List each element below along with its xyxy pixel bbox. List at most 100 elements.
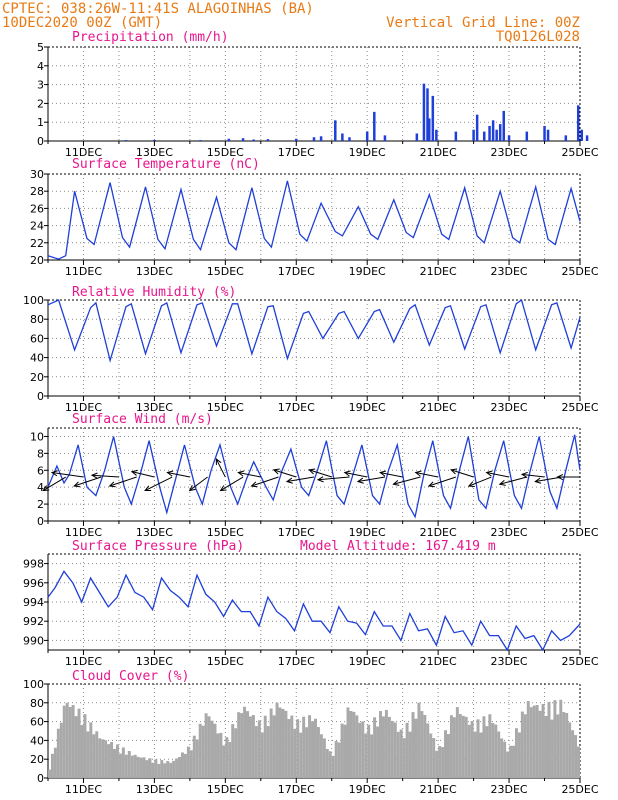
- wind-arrow: [189, 476, 208, 491]
- precip-bar: [373, 111, 376, 141]
- cloud-cover-bar: [396, 731, 400, 778]
- precipitation-y-tick-label: 1: [37, 116, 44, 129]
- panels: 0 1 2 3 4 5 11DEC 13DEC 15DEC 17DEC 19DEC 21DEC 23DE…: [23, 30, 599, 796]
- cloud-cover-x-tick-label: 25DEC: [561, 783, 598, 796]
- wind-arrow: [535, 476, 563, 483]
- precipitation-x-tick-label: 11DEC: [65, 146, 102, 159]
- precip-bar: [365, 131, 369, 141]
- cloud-cover-bar: [408, 731, 412, 778]
- temperature-y-tick-label: 30: [30, 168, 44, 181]
- wind-arrow: [344, 472, 368, 478]
- cloud-cover-bar: [142, 757, 146, 778]
- cloud-cover-bar: [384, 709, 388, 778]
- precipitation-y-tick-label: 5: [37, 41, 44, 54]
- cloud-cover-bar: [219, 732, 223, 778]
- wind-arrow-head: [285, 477, 293, 484]
- humidity-y-tick-label: 60: [30, 332, 44, 345]
- cloud-cover-bar: [160, 760, 164, 778]
- temperature-line: [47, 180, 581, 260]
- cloud-cover-bar: [237, 712, 241, 778]
- precipitation-y-tick-label: 3: [37, 79, 44, 92]
- cloud-cover-bar: [376, 726, 380, 778]
- cloud-cover-bar: [246, 711, 249, 778]
- wind-arrow: [286, 476, 315, 483]
- humidity-x-tick-label: 21DEC: [420, 401, 457, 414]
- cloud-cover-bar: [124, 754, 128, 778]
- cloud-cover-bar: [467, 724, 471, 778]
- cloud-cover-bar: [133, 754, 137, 778]
- cloud-cover-bar: [411, 712, 415, 778]
- cloud-cover-bar: [429, 733, 433, 778]
- wind-arrow-head: [219, 485, 227, 492]
- precip-bar: [334, 120, 337, 141]
- wind-arrow-head: [73, 481, 81, 488]
- precipitation-panel: 0 1 2 3 4 5 11DEC 13DEC 15DEC 17DEC 19DEC 21DEC 23DE…: [37, 30, 599, 159]
- cloud-cover-bar: [414, 718, 418, 778]
- cloud-cover-bar: [417, 702, 421, 778]
- wind-y-tick-label: 10: [30, 430, 44, 443]
- cloud-cover-bar: [346, 707, 350, 778]
- cloud-cover-bar: [260, 732, 264, 778]
- cloud-cover-bar: [302, 716, 306, 778]
- precip-bar: [227, 138, 231, 141]
- precip-bar: [348, 137, 351, 141]
- cloud-cover-bar: [500, 738, 504, 778]
- humidity-y-tick-label: 80: [30, 313, 44, 326]
- precipitation-title: Precipitation (mm/h): [72, 30, 229, 45]
- cloud-cover-bar: [231, 724, 235, 778]
- pressure-x-tick-label: 11DEC: [65, 655, 102, 668]
- precip-bar: [576, 105, 580, 141]
- wind-arrow-head: [316, 476, 324, 483]
- cloud-cover-bar: [550, 719, 554, 778]
- cloud-cover-bar: [101, 739, 105, 778]
- cloud-cover-title: Cloud Cover (%): [72, 669, 189, 684]
- cloud-cover-bar: [464, 716, 468, 778]
- precip-bar: [488, 125, 491, 141]
- precip-bar: [241, 138, 245, 141]
- pressure-x-tick-label: 23DEC: [491, 655, 528, 668]
- precipitation-x-tick-label: 23DEC: [491, 146, 528, 159]
- cloud-cover-bar: [222, 745, 226, 778]
- precip-bar: [525, 131, 529, 141]
- cloud-cover-bar: [565, 713, 569, 778]
- grid-line-note: Vertical Grid Line: 00Z: [386, 15, 580, 31]
- precipitation-x-tick-label: 15DEC: [207, 146, 244, 159]
- pressure-y-tick-label: 992: [23, 615, 44, 628]
- cloud-cover-bar: [65, 702, 69, 778]
- cloud-cover-bar: [343, 724, 347, 778]
- cloud-cover-bar: [204, 713, 208, 778]
- humidity-line: [47, 298, 581, 363]
- wind-arrow-head: [237, 470, 245, 477]
- cloud-cover-bar: [305, 727, 309, 778]
- cloud-cover-panel: 0 20 40 60 80 100 11DEC 13DEC 15DEC 17DEC 19DEC 21D…: [23, 669, 599, 796]
- cloud-cover-bar: [420, 711, 424, 778]
- precip-bar: [491, 120, 495, 141]
- cloud-cover-bar: [562, 712, 566, 778]
- cloud-cover-x-tick-label: 21DEC: [420, 783, 457, 796]
- cloud-cover-bar: [189, 750, 193, 778]
- precip-bar: [564, 135, 568, 141]
- wind-arrow: [109, 476, 137, 487]
- temperature-x-tick-label: 17DEC: [278, 265, 315, 278]
- wind-arrow-head: [308, 468, 316, 475]
- wind-arrow-head: [392, 479, 400, 486]
- wind-arrow: [238, 472, 261, 478]
- cloud-cover-bar: [571, 730, 575, 778]
- cloud-cover-bar: [113, 748, 116, 778]
- cloud-cover-bar: [251, 715, 255, 778]
- pressure-line: [47, 570, 581, 652]
- cloud-cover-bar: [517, 732, 521, 778]
- wind-arrow: [42, 476, 66, 491]
- cloud-cover-bar: [48, 769, 51, 778]
- precip-bar: [546, 129, 550, 141]
- humidity-x-tick-label: 15DEC: [207, 401, 244, 414]
- humidity-y-tick-label: 40: [30, 352, 44, 365]
- cloud-cover-x-tick-label: 15DEC: [207, 783, 244, 796]
- cloud-cover-bar: [269, 708, 273, 778]
- cloud-cover-bar: [121, 747, 125, 778]
- pressure-y-tick-label: 994: [23, 596, 44, 609]
- cloud-cover-bar: [461, 715, 465, 778]
- precip-bar: [482, 131, 486, 141]
- cloud-cover-bar: [240, 713, 244, 778]
